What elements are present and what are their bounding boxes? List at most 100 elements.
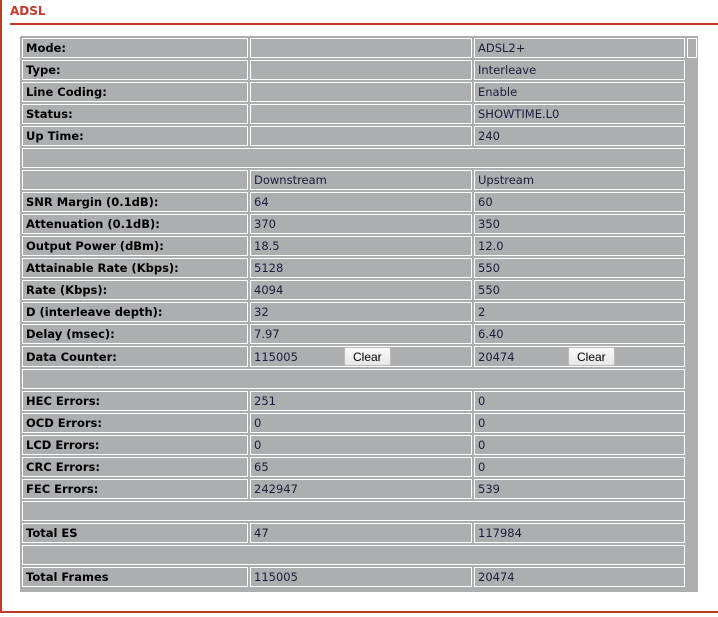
downstream-value: 115005	[250, 567, 472, 587]
info-row: Status: SHOWTIME.L0	[22, 104, 685, 124]
downstream-header: Downstream	[250, 170, 472, 190]
row-label: Up Time:	[22, 126, 248, 146]
header-row: Downstream Upstream	[22, 170, 685, 190]
empty-cell	[22, 170, 248, 190]
row-value: SHOWTIME.L0	[474, 104, 685, 124]
upstream-value: 350	[474, 214, 685, 234]
upstream-counter-value: 20474	[478, 349, 515, 364]
row-label: OCD Errors:	[22, 413, 248, 433]
spacer-cell	[22, 148, 685, 168]
downstream-value: 370	[250, 214, 472, 234]
scrollbar[interactable]	[687, 38, 697, 58]
error-row: LCD Errors: 0 0	[22, 435, 685, 455]
downstream-value: 0	[250, 413, 472, 433]
error-row: FEC Errors: 242947 539	[22, 479, 685, 499]
adsl-status-table: Mode: ADSL2+ Type: Interleave Line Coding: En…	[20, 36, 687, 589]
stat-row: Delay (msec): 7.97 6.40	[22, 324, 685, 344]
upstream-value: 6.40	[474, 324, 685, 344]
upstream-value: 0	[474, 413, 685, 433]
upstream-value: 550	[474, 280, 685, 300]
upstream-value: 0	[474, 391, 685, 411]
upstream-header: Upstream	[474, 170, 685, 190]
clear-downstream-counter-button[interactable]: Clear	[344, 347, 391, 366]
total-es-row: Total ES 47 117984	[22, 523, 685, 543]
spacer-row	[22, 369, 685, 389]
stat-row: Output Power (dBm): 18.5 12.0	[22, 236, 685, 256]
upstream-value: 117984	[474, 523, 685, 543]
empty-cell	[250, 126, 472, 146]
error-row: HEC Errors: 251 0	[22, 391, 685, 411]
row-label: Attainable Rate (Kbps):	[22, 258, 248, 278]
downstream-counter-value: 115005	[254, 349, 298, 364]
adsl-status-table-container: Mode: ADSL2+ Type: Interleave Line Coding: En…	[20, 36, 698, 592]
row-value: Enable	[474, 82, 685, 102]
downstream-value: 18.5	[250, 236, 472, 256]
row-label: SNR Margin (0.1dB):	[22, 192, 248, 212]
row-label: Type:	[22, 60, 248, 80]
panel-title: ADSL	[10, 4, 46, 18]
row-label: Data Counter:	[22, 346, 248, 367]
spacer-row	[22, 148, 685, 168]
downstream-counter: 115005 Clear	[250, 346, 472, 367]
spacer-row	[22, 501, 685, 521]
upstream-value: 0	[474, 435, 685, 455]
row-label: CRC Errors:	[22, 457, 248, 477]
downstream-value: 0	[250, 435, 472, 455]
error-row: CRC Errors: 65 0	[22, 457, 685, 477]
row-label: Total ES	[22, 523, 248, 543]
upstream-value: 12.0	[474, 236, 685, 256]
downstream-value: 47	[250, 523, 472, 543]
row-label: Status:	[22, 104, 248, 124]
row-value: ADSL2+	[474, 38, 685, 58]
row-label: LCD Errors:	[22, 435, 248, 455]
row-label: Mode:	[22, 38, 248, 58]
row-label: Delay (msec):	[22, 324, 248, 344]
row-label: Total Frames	[22, 567, 248, 587]
info-row: Line Coding: Enable	[22, 82, 685, 102]
downstream-value: 65	[250, 457, 472, 477]
total-frames-row: Total Frames 115005 20474	[22, 567, 685, 587]
row-value: Interleave	[474, 60, 685, 80]
stat-row: SNR Margin (0.1dB): 64 60	[22, 192, 685, 212]
empty-cell	[250, 82, 472, 102]
row-label: Line Coding:	[22, 82, 248, 102]
stat-row: Rate (Kbps): 4094 550	[22, 280, 685, 300]
upstream-value: 60	[474, 192, 685, 212]
upstream-counter: 20474 Clear	[474, 346, 685, 367]
row-label: Attenuation (0.1dB):	[22, 214, 248, 234]
downstream-value: 251	[250, 391, 472, 411]
row-label: D (interleave depth):	[22, 302, 248, 322]
downstream-value: 4094	[250, 280, 472, 300]
spacer-row	[22, 545, 685, 565]
upstream-value: 2	[474, 302, 685, 322]
upstream-value: 20474	[474, 567, 685, 587]
spacer-cell	[22, 369, 685, 389]
empty-cell	[250, 104, 472, 124]
stat-row: Attenuation (0.1dB): 370 350	[22, 214, 685, 234]
spacer-cell	[22, 545, 685, 565]
stat-row: D (interleave depth): 32 2	[22, 302, 685, 322]
info-row: Up Time: 240	[22, 126, 685, 146]
stat-row: Attainable Rate (Kbps): 5128 550	[22, 258, 685, 278]
upstream-value: 0	[474, 457, 685, 477]
data-counter-row: Data Counter: 115005 Clear 20474 Clear	[22, 346, 685, 367]
upstream-value: 550	[474, 258, 685, 278]
downstream-value: 5128	[250, 258, 472, 278]
error-row: OCD Errors: 0 0	[22, 413, 685, 433]
row-label: HEC Errors:	[22, 391, 248, 411]
empty-cell	[250, 38, 472, 58]
downstream-value: 242947	[250, 479, 472, 499]
downstream-value: 64	[250, 192, 472, 212]
info-row: Mode: ADSL2+	[22, 38, 685, 58]
empty-cell	[250, 60, 472, 80]
clear-upstream-counter-button[interactable]: Clear	[568, 347, 615, 366]
spacer-cell	[22, 501, 685, 521]
row-label: FEC Errors:	[22, 479, 248, 499]
downstream-value: 7.97	[250, 324, 472, 344]
title-divider	[10, 23, 718, 25]
info-row: Type: Interleave	[22, 60, 685, 80]
row-value: 240	[474, 126, 685, 146]
downstream-value: 32	[250, 302, 472, 322]
upstream-value: 539	[474, 479, 685, 499]
